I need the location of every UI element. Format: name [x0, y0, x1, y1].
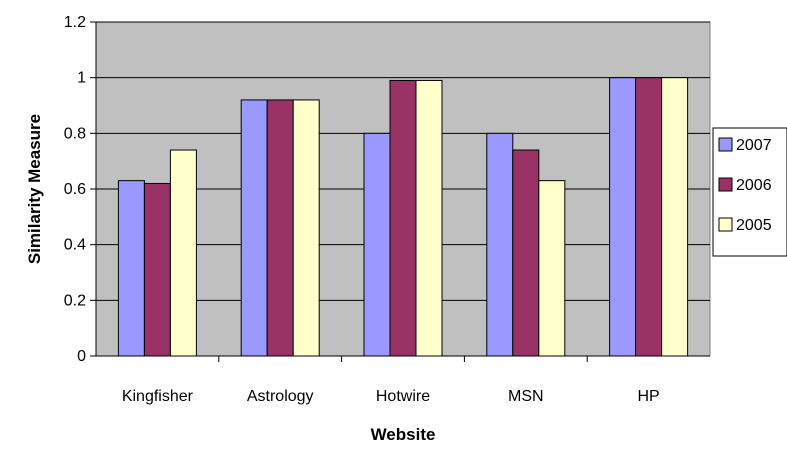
x-tick-label: Astrology	[247, 388, 314, 405]
y-tick-label: 0.4	[64, 237, 86, 254]
x-tick-labels: Kingfisher Astrology Hotwire MSN HP	[122, 388, 660, 405]
legend-box	[712, 127, 787, 257]
bar-2005-hotwire	[415, 79, 443, 357]
bar-2006-hp	[635, 77, 663, 357]
bar-2005-hp	[661, 77, 689, 357]
bar-2006-hotwire	[389, 79, 417, 357]
x-tick-label: Kingfisher	[122, 388, 194, 405]
legend: 2007 2006 2005	[712, 127, 787, 257]
x-tick-label: MSN	[508, 388, 544, 405]
x-tick-label: Hotwire	[376, 388, 430, 405]
bar-2007-astrology	[240, 99, 268, 357]
legend-label-2007: 2007	[736, 137, 772, 154]
y-axis-title: Similarity Measure	[25, 114, 44, 264]
legend-swatch-2006	[718, 177, 733, 192]
y-tick-label: 0.2	[64, 292, 86, 309]
legend-swatch-2005	[718, 217, 733, 232]
y-tick-label: 1	[77, 70, 86, 87]
legend-label-2006: 2006	[736, 177, 772, 194]
bar-2005-kingfisher	[169, 149, 197, 357]
bar-2005-msn	[538, 180, 566, 357]
bar-2006-kingfisher	[143, 182, 171, 357]
y-tick-label: 0.6	[64, 181, 86, 198]
bar-2005-astrology	[292, 99, 320, 357]
bar-2007-msn	[486, 132, 514, 357]
y-tick-labels: 0 0.2 0.4 0.6 0.8 1 1.2	[64, 14, 86, 365]
legend-label-2005: 2005	[736, 217, 772, 234]
bar-2007-kingfisher	[117, 180, 145, 357]
axes	[90, 21, 710, 362]
y-tick-label: 0.8	[64, 125, 86, 142]
legend-swatch-2007	[718, 137, 733, 152]
y-tick-label: 0	[77, 348, 86, 365]
y-tick-label: 1.2	[64, 14, 86, 31]
bar-2006-msn	[512, 149, 540, 357]
bar-2007-hp	[609, 77, 637, 357]
bars	[117, 77, 689, 357]
bar-2007-hotwire	[363, 132, 391, 357]
bar-2006-astrology	[266, 99, 294, 357]
gridlines	[96, 21, 710, 301]
x-axis-title: Website	[371, 425, 436, 444]
x-tick-label: HP	[637, 388, 659, 405]
